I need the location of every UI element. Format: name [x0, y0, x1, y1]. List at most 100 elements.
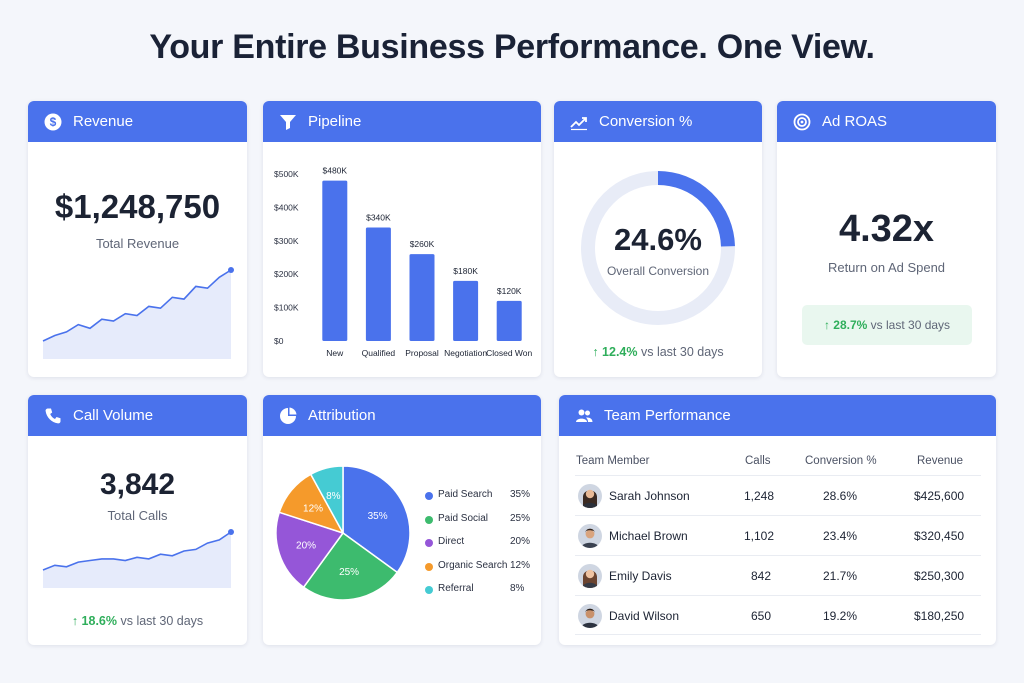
conversion-donut-arc [581, 171, 735, 325]
bar-qualified[interactable] [365, 227, 391, 341]
conversion-label: Overall Conversion [606, 264, 710, 278]
revenue-label: Total Revenue [95, 236, 180, 251]
attribution-card-header: Attribution [263, 395, 541, 436]
y-tick-label: $400K [274, 202, 299, 212]
bar-new[interactable] [322, 180, 348, 341]
conversion-donut [581, 171, 735, 325]
y-tick-label: $0 [274, 336, 284, 346]
member-calls: 650 [751, 609, 772, 623]
legend-swatch [425, 562, 433, 571]
conversion-card-header: Conversion % [554, 101, 762, 142]
bar-value-label: $120K [497, 286, 522, 296]
y-tick-label: $500K [274, 169, 299, 179]
legend-swatch [425, 539, 433, 547]
legend-item: Organic Search 12% [425, 559, 541, 575]
roas-delta-badge: ↑ 28.7% vs last 30 days [802, 305, 972, 345]
legend-item: Paid Social 25% [425, 512, 541, 528]
conversion-card-title: Conversion % [599, 113, 693, 130]
revenue-value: $1,248,750 [54, 188, 221, 225]
up-arrow-icon: ↑ [71, 614, 79, 628]
dollar-circle-icon: $ [44, 113, 62, 131]
member-calls: 842 [751, 569, 772, 583]
call-volume-card: Call Volume 3,842 Total Calls ↑ 18.6% vs… [28, 395, 247, 645]
roas-card: Ad ROAS 4.32x Return on Ad Spend ↑ 28.7%… [777, 101, 996, 377]
bar-negotiation[interactable] [453, 280, 479, 341]
revenue-card: $ Revenue $1,248,750 Total Revenue [28, 101, 247, 377]
calls-delta: ↑ 18.6% vs last 30 days [28, 614, 247, 628]
legend-label: Referral [438, 583, 474, 594]
table-row[interactable]: Michael Brown 1,102 23.4% $320,450 [575, 515, 981, 555]
pie-slice-paid-social[interactable] [302, 531, 399, 601]
table-row[interactable]: Emily Davis 842 21.7% $250,300 [575, 555, 981, 595]
calls-delta-text: vs last 30 days [120, 614, 204, 628]
revenue-trend-chart [42, 267, 234, 359]
pie-slice-direct[interactable] [275, 511, 345, 589]
revenue-card-header: $ Revenue [28, 101, 247, 142]
revenue-trend-line [42, 269, 232, 342]
table-row[interactable]: David Wilson 650 19.2% $180,250 [575, 595, 981, 635]
member-revenue: $425,600 [914, 489, 965, 503]
revenue-trend-area [43, 270, 231, 359]
column-header-calls: Calls [745, 455, 771, 467]
x-tick-label: Proposal [405, 348, 439, 358]
legend-label: Direct [438, 536, 465, 547]
conversion-delta: ↑ 12.4% vs last 30 days [554, 345, 762, 359]
y-tick-label: $200K [274, 269, 299, 279]
bar-value-label: $180K [453, 266, 478, 276]
pie-slice-referral[interactable] [309, 465, 344, 534]
attribution-card-title: Attribution [308, 407, 376, 424]
bar-closed-won[interactable] [496, 300, 522, 341]
table-row[interactable]: Sarah Johnson 1,248 28.6% $425,600 [575, 475, 981, 515]
svg-text:$: $ [50, 115, 57, 129]
up-arrow-icon: ↑ [592, 345, 599, 359]
male-avatar-icon [578, 604, 602, 628]
legend-value: 35% [510, 489, 531, 500]
attribution-pie-chart: 35% 25% 20% 12%8% [275, 465, 411, 601]
member-conversion: 21.7% [823, 569, 858, 583]
legend-label: Paid Social [438, 512, 489, 524]
call-volume-card-header: Call Volume [28, 395, 247, 436]
y-tick-label: $300K [274, 236, 299, 246]
member-conversion: 19.2% [823, 609, 858, 623]
member-revenue: $250,300 [914, 569, 965, 583]
calls-trend-area [43, 532, 231, 588]
female-avatar-icon [578, 484, 602, 508]
bar-value-label: $480K [323, 166, 348, 176]
legend-swatch [425, 492, 433, 500]
legend-label: Organic Search [438, 559, 508, 571]
calls-trend-line [42, 531, 232, 571]
conversion-delta-value: 12.4% [602, 345, 638, 359]
pie-slice-paid-search[interactable] [342, 465, 411, 574]
member-name: Michael Brown [609, 529, 688, 543]
revenue-card-title: Revenue [73, 113, 134, 130]
member-calls: 1,102 [744, 529, 775, 543]
target-icon [793, 113, 811, 131]
revenue-trend-endpoint [228, 267, 234, 273]
conversion-delta-text: vs last 30 days [640, 345, 724, 359]
x-tick-label: Negotiation [444, 348, 487, 358]
pipeline-card-header: Pipeline [263, 101, 541, 142]
phone-icon [44, 407, 62, 425]
pipeline-bar-chart: $0 $100K $200K $300K $400K $500K $480K New $340K… [274, 166, 533, 358]
legend-item: Referral 8% [425, 582, 541, 598]
female-avatar-icon [578, 564, 602, 588]
roas-delta-value: 28.7% [833, 318, 868, 332]
legend-value: 8% [510, 583, 525, 594]
conversion-value: 24.6% [614, 222, 702, 257]
legend-swatch [425, 515, 433, 524]
calls-delta-value: 18.6% [81, 614, 117, 628]
conversion-card: Conversion % 24.6% Overall Conversion ↑ … [554, 101, 762, 377]
bar-proposal[interactable] [409, 254, 435, 341]
users-icon [575, 407, 593, 425]
page-title: Your Entire Business Performance. One Vi… [149, 28, 875, 66]
member-conversion: 23.4% [823, 529, 858, 543]
attribution-card: Attribution 35% 25% 20% 12% 8% Paid Search 35… [263, 395, 541, 645]
team-performance-card-title: Team Performance [604, 407, 731, 424]
legend-item: Paid Search 35% [425, 488, 541, 504]
member-revenue: $180,250 [914, 609, 965, 623]
x-tick-label: Closed Won [486, 348, 532, 358]
x-tick-label: New [326, 348, 344, 358]
team-table: Team Member Calls Conversion % Revenue S… [559, 436, 996, 645]
column-header-member: Team Member [576, 455, 650, 467]
y-tick-label: $100K [274, 303, 299, 313]
